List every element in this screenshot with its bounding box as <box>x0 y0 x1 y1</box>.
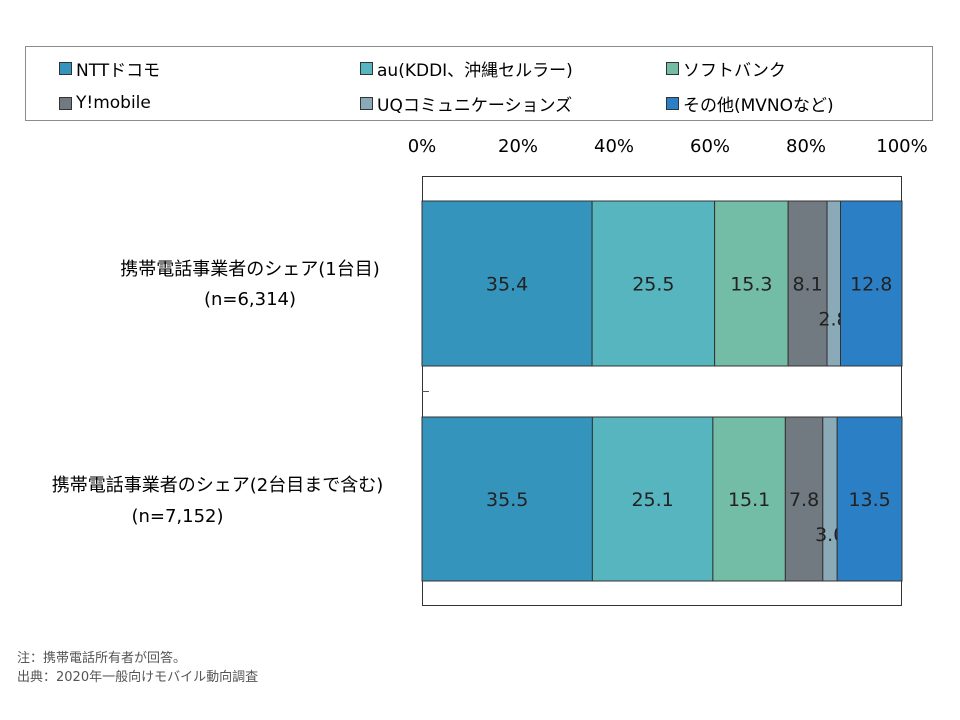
legend-item-docomo: NTTドコモ <box>59 57 161 81</box>
legend-swatch-uq <box>360 96 373 110</box>
legend-label-docomo: NTTドコモ <box>76 60 161 81</box>
bar-segment-uq-row1 <box>826 200 841 367</box>
legend-item-other: その他(MVNOなど) <box>666 92 834 116</box>
legend-item-uq: UQコミュニケーションズ <box>360 92 573 116</box>
row-sample-size-2: (n=7,152) <box>131 506 224 527</box>
row-label-2: 携帯電話事業者のシェア(2台目まで含む) <box>51 475 384 496</box>
legend-swatch-ymobile <box>59 96 72 110</box>
data-label-other-row1: 12.8 <box>850 274 892 296</box>
row-label-1: 携帯電話事業者のシェア(1台目) <box>120 259 380 280</box>
x-tick-label-40: 40% <box>593 136 635 157</box>
legend-label-ymobile: Y!mobile <box>76 93 151 113</box>
bar-segment-docomo-row2 <box>421 416 593 582</box>
data-label-softbank-row2: 15.1 <box>728 489 770 511</box>
legend-item-au: au(KDDI、沖縄セルラー) <box>360 57 573 81</box>
chart-legend: NTTドコモ au(KDDI、沖縄セルラー) ソフトバンク Y!mobile U… <box>25 46 933 121</box>
legend-swatch-other <box>666 96 679 110</box>
data-label-ymobile-row2: 7.8 <box>789 489 819 511</box>
legend-label-softbank: ソフトバンク <box>683 60 786 81</box>
footnote: 注：携帯電話所有者が回答。 <box>17 651 187 666</box>
legend-swatch-docomo <box>59 61 72 75</box>
bar-segment-uq-row2 <box>822 416 838 582</box>
legend-label-au: au(KDDI、沖縄セルラー) <box>377 60 573 81</box>
x-tick-label-20: 20% <box>497 136 539 157</box>
data-label-docomo-row2: 35.5 <box>486 489 528 511</box>
x-tick-label-100: 100% <box>876 136 928 157</box>
bar-segment-au-row1 <box>591 200 716 367</box>
legend-item-ymobile: Y!mobile <box>59 92 151 114</box>
legend-label-uq: UQコミュニケーションズ <box>377 95 573 116</box>
bar-segment-ymobile-row1 <box>787 200 828 367</box>
legend-swatch-au <box>360 61 373 75</box>
x-tick-label-80: 80% <box>785 136 827 157</box>
x-tick-label-0: 0% <box>407 136 437 157</box>
bar-segment-docomo-row1 <box>421 200 593 367</box>
data-label-other-row2: 13.5 <box>848 489 890 511</box>
data-label-ymobile-row1: 8.1 <box>792 274 822 296</box>
data-label-au-row1: 25.5 <box>632 274 674 296</box>
bar-segment-softbank-row2 <box>712 416 786 582</box>
row-sample-size-1: (n=6,314) <box>203 289 297 310</box>
x-tick-label-60: 60% <box>689 136 731 157</box>
bar-segment-ymobile-row2 <box>784 416 824 582</box>
bar-segment-au-row2 <box>591 416 714 582</box>
bar-segment-other-row2 <box>836 416 903 582</box>
legend-label-other: その他(MVNOなど) <box>683 95 834 116</box>
bar-segment-other-row1 <box>839 200 903 367</box>
legend-item-softbank: ソフトバンク <box>666 57 786 81</box>
category-tick-mark <box>422 391 429 392</box>
legend-swatch-softbank <box>666 61 679 75</box>
data-label-docomo-row1: 35.4 <box>486 274 528 296</box>
data-label-softbank-row1: 15.3 <box>730 274 772 296</box>
data-label-au-row2: 25.1 <box>631 489 673 511</box>
source-note: 出典：2020年一般向けモバイル動向調査 <box>17 670 259 685</box>
